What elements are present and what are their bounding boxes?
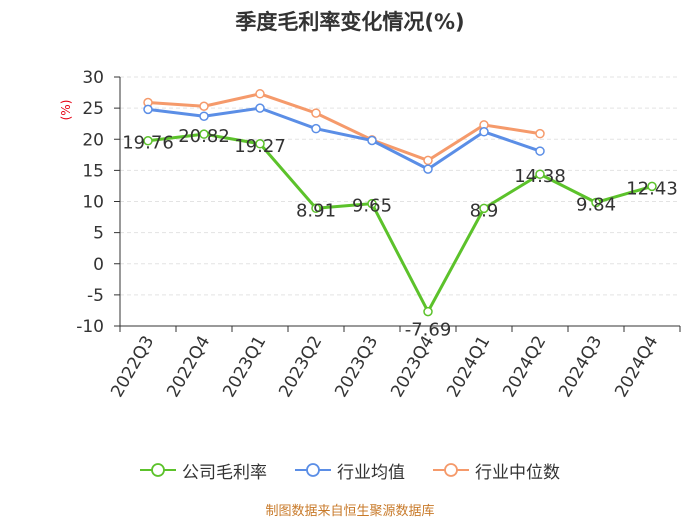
y-tick-label: 15: [82, 161, 104, 181]
data-point: [535, 169, 545, 179]
data-label: 19.76: [122, 133, 174, 154]
legend-marker-dot: [306, 463, 320, 477]
data-label: 19.27: [234, 136, 286, 157]
legend-label: 行业均值: [337, 462, 405, 483]
legend-marker-icon: [433, 463, 469, 477]
series-line: [147, 92, 541, 162]
data-point: [255, 89, 265, 99]
data-point: [535, 128, 545, 139]
x-tick-label: 2023Q2: [275, 333, 326, 401]
data-label: 9.65: [352, 196, 392, 217]
legend-marker-icon: [295, 463, 331, 477]
data-point: [199, 129, 209, 139]
y-tick-label: 10: [82, 193, 104, 213]
data-point: [367, 135, 377, 146]
series-line: [147, 132, 653, 314]
legend-label: 公司毛利率: [182, 462, 267, 483]
y-tick-label: 30: [82, 68, 104, 88]
legend-item[interactable]: 行业中位数: [433, 458, 560, 483]
legend-item[interactable]: 公司毛利率: [140, 458, 267, 483]
y-tick-label: 5: [93, 224, 104, 244]
y-tick-label: 25: [82, 99, 104, 119]
data-point: [423, 306, 433, 317]
data-point: [479, 203, 489, 214]
series: [143, 89, 657, 317]
x-tick-label: 2024Q3: [555, 333, 606, 401]
gridlines: [120, 76, 680, 296]
data-labels: 19.76 20.82 19.27 8.91 9.65 -7.69 8.9 14.38 9.84…: [122, 126, 678, 340]
data-point: [199, 111, 209, 121]
series-line: [147, 106, 541, 171]
x-tick-label: 2023Q1: [219, 333, 270, 401]
data-point: [535, 146, 545, 156]
legend-label: 行业中位数: [475, 462, 560, 483]
legend-marker-dot: [151, 463, 165, 477]
data-label: 8.91: [296, 200, 336, 221]
y-tick-label: 0: [93, 255, 104, 275]
data-point: [311, 123, 321, 134]
data-point: [591, 197, 601, 208]
data-label: 12.43: [626, 178, 678, 199]
legend: 公司毛利率 行业均值 行业中位数: [0, 455, 700, 485]
x-tick-label: 2023Q4: [387, 333, 438, 401]
data-point: [143, 135, 153, 146]
source-note: 制图数据来自恒生聚源数据库: [265, 504, 435, 519]
data-label: 8.9: [470, 200, 499, 221]
data-label: 9.84: [576, 194, 616, 215]
data-point: [423, 155, 433, 166]
data-point: [255, 139, 265, 149]
data-point: [479, 127, 489, 137]
data-point: [647, 181, 657, 192]
chart-title: 季度毛利率变化情况(%): [235, 10, 465, 34]
legend-marker-icon: [140, 463, 176, 477]
y-axis-label: (%): [59, 100, 73, 121]
data-point: [255, 103, 265, 113]
data-point: [199, 101, 209, 112]
x-tick-label: 2024Q4: [611, 333, 662, 401]
data-point: [311, 108, 321, 118]
x-tick-label: 2022Q3: [107, 333, 158, 401]
data-point: [311, 203, 321, 214]
x-tick-label: 2024Q2: [499, 333, 550, 401]
data-point: [143, 104, 153, 115]
legend-marker-dot: [444, 463, 458, 477]
data-point: [367, 198, 377, 209]
y-tick-label: -10: [76, 317, 104, 337]
x-tick-label: 2022Q4: [163, 333, 214, 401]
y-tick-label: 20: [82, 130, 104, 150]
data-label: 14.38: [514, 166, 566, 187]
data-label: -7.69: [405, 320, 452, 341]
y-tick-label: -5: [87, 286, 104, 306]
data-point: [423, 164, 433, 174]
data-label: 20.82: [178, 126, 230, 147]
x-tick-label: 2023Q3: [331, 333, 382, 401]
legend-item[interactable]: 行业均值: [295, 458, 405, 483]
x-tick-label: 2024Q1: [443, 333, 494, 401]
